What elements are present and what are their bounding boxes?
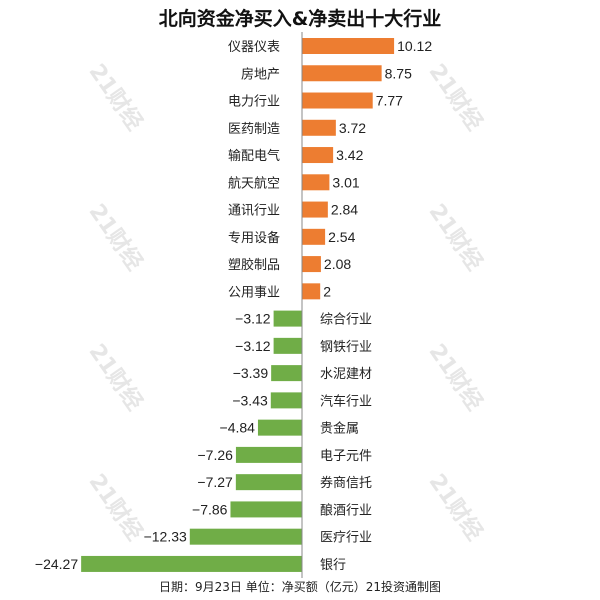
category-label: 医疗行业 <box>320 531 372 546</box>
category-label: 汽车行业 <box>320 393 372 409</box>
category-label: 公用事业 <box>228 285 280 300</box>
category-label: 综合行业 <box>320 313 372 328</box>
category-label: 酿酒行业 <box>320 502 372 518</box>
bar <box>302 65 382 82</box>
bar <box>302 201 328 218</box>
category-label: 专用设备 <box>228 230 280 246</box>
category-label: 贵金属 <box>320 421 359 437</box>
value-label: −3.39 <box>233 365 269 381</box>
category-label: 电子元件 <box>320 449 372 464</box>
value-label: 7.77 <box>376 93 403 109</box>
value-label: 10.12 <box>397 38 432 54</box>
value-label: −7.26 <box>197 447 233 463</box>
bar <box>302 228 326 245</box>
bar <box>302 119 336 136</box>
value-label: 2.08 <box>324 256 351 272</box>
category-label: 塑胶制品 <box>228 257 280 273</box>
category-label: 通讯行业 <box>228 204 280 219</box>
bar <box>189 528 302 545</box>
bar <box>235 474 302 491</box>
category-label: 输配电气 <box>228 148 280 164</box>
value-label: 2.84 <box>331 202 358 218</box>
value-label: 8.75 <box>385 65 412 81</box>
value-label: −7.27 <box>197 474 233 490</box>
value-label: −3.12 <box>235 338 271 354</box>
bar <box>302 283 321 300</box>
value-label: 3.01 <box>332 174 359 190</box>
bar <box>230 501 302 518</box>
chart-title: 北向资金净买入&净卖出十大行业 <box>158 8 442 30</box>
bar <box>257 419 302 436</box>
bar <box>81 555 302 572</box>
value-label: −12.33 <box>144 529 187 545</box>
bar <box>302 174 330 191</box>
value-label: 3.72 <box>339 120 366 136</box>
value-label: −3.43 <box>232 392 268 408</box>
category-label: 航天航空 <box>228 175 280 191</box>
value-label: −3.12 <box>235 311 271 327</box>
category-label: 仪器仪表 <box>228 40 280 55</box>
value-label: 2 <box>323 283 331 299</box>
chart-footer: 日期：9月23日 单位：净买额（亿元）21投资通制图 <box>159 580 441 594</box>
category-label: 医药制造 <box>228 122 280 137</box>
bar <box>270 392 302 409</box>
bar <box>273 337 302 354</box>
category-label: 水泥建材 <box>320 367 372 382</box>
bar <box>302 38 395 54</box>
bar <box>302 92 373 109</box>
bar <box>235 446 302 463</box>
category-label: 电力行业 <box>228 95 280 110</box>
bar <box>273 310 302 327</box>
category-label: 券商信托 <box>320 475 372 491</box>
category-label: 钢铁行业 <box>320 340 372 355</box>
value-label: −24.27 <box>35 556 78 572</box>
bar <box>302 147 334 164</box>
bar <box>302 256 321 273</box>
value-label: 2.54 <box>328 229 355 245</box>
category-label: 银行 <box>320 558 346 573</box>
category-label: 房地产 <box>241 66 280 82</box>
value-label: −7.86 <box>192 501 228 517</box>
value-label: −4.84 <box>220 420 256 436</box>
bar <box>271 365 302 382</box>
value-label: 3.42 <box>336 147 363 163</box>
